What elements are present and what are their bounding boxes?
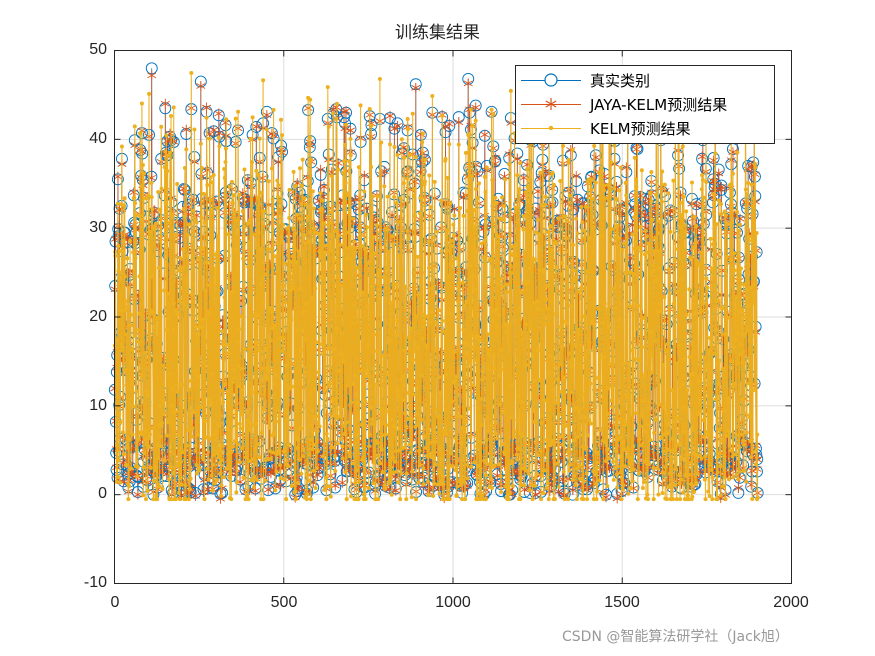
circle-marker-icon xyxy=(544,73,558,87)
y-tick-label: 30 xyxy=(89,219,107,236)
legend-item-jaya-kelm: JAYA-KELM预测结果 xyxy=(516,92,774,116)
y-tick-label: 20 xyxy=(89,308,107,325)
x-tick-label: 2000 xyxy=(773,594,809,611)
legend-item-true-class: 真实类别 xyxy=(516,68,774,92)
legend-label: KELM预测结果 xyxy=(590,120,691,138)
tick-marks xyxy=(114,50,792,584)
asterisk-marker-icon xyxy=(545,98,557,110)
chart-title: 训练集结果 xyxy=(395,23,480,43)
x-tick-label: 1500 xyxy=(604,594,640,611)
watermark: CSDN @智能算法研学社（Jack旭） xyxy=(562,629,789,645)
dot-marker-icon xyxy=(548,125,554,131)
y-tick-label: 0 xyxy=(98,485,107,502)
legend-item-kelm: KELM预测结果 xyxy=(516,116,774,140)
x-tick-label: 1000 xyxy=(435,594,471,611)
chart-legend: 真实类别 JAYA-KELM预测结果 KELM预测结果 xyxy=(515,65,775,144)
legend-label: JAYA-KELM预测结果 xyxy=(590,96,728,114)
x-tick-label: 0 xyxy=(110,594,120,611)
y-tick-label: 50 xyxy=(89,41,107,58)
x-tick-label: 500 xyxy=(270,594,298,611)
y-tick-label: 10 xyxy=(89,397,107,414)
legend-label: 真实类别 xyxy=(590,72,651,90)
y-tick-label: -10 xyxy=(83,574,107,591)
plot-area xyxy=(108,62,764,504)
y-tick-label: 40 xyxy=(89,130,107,147)
